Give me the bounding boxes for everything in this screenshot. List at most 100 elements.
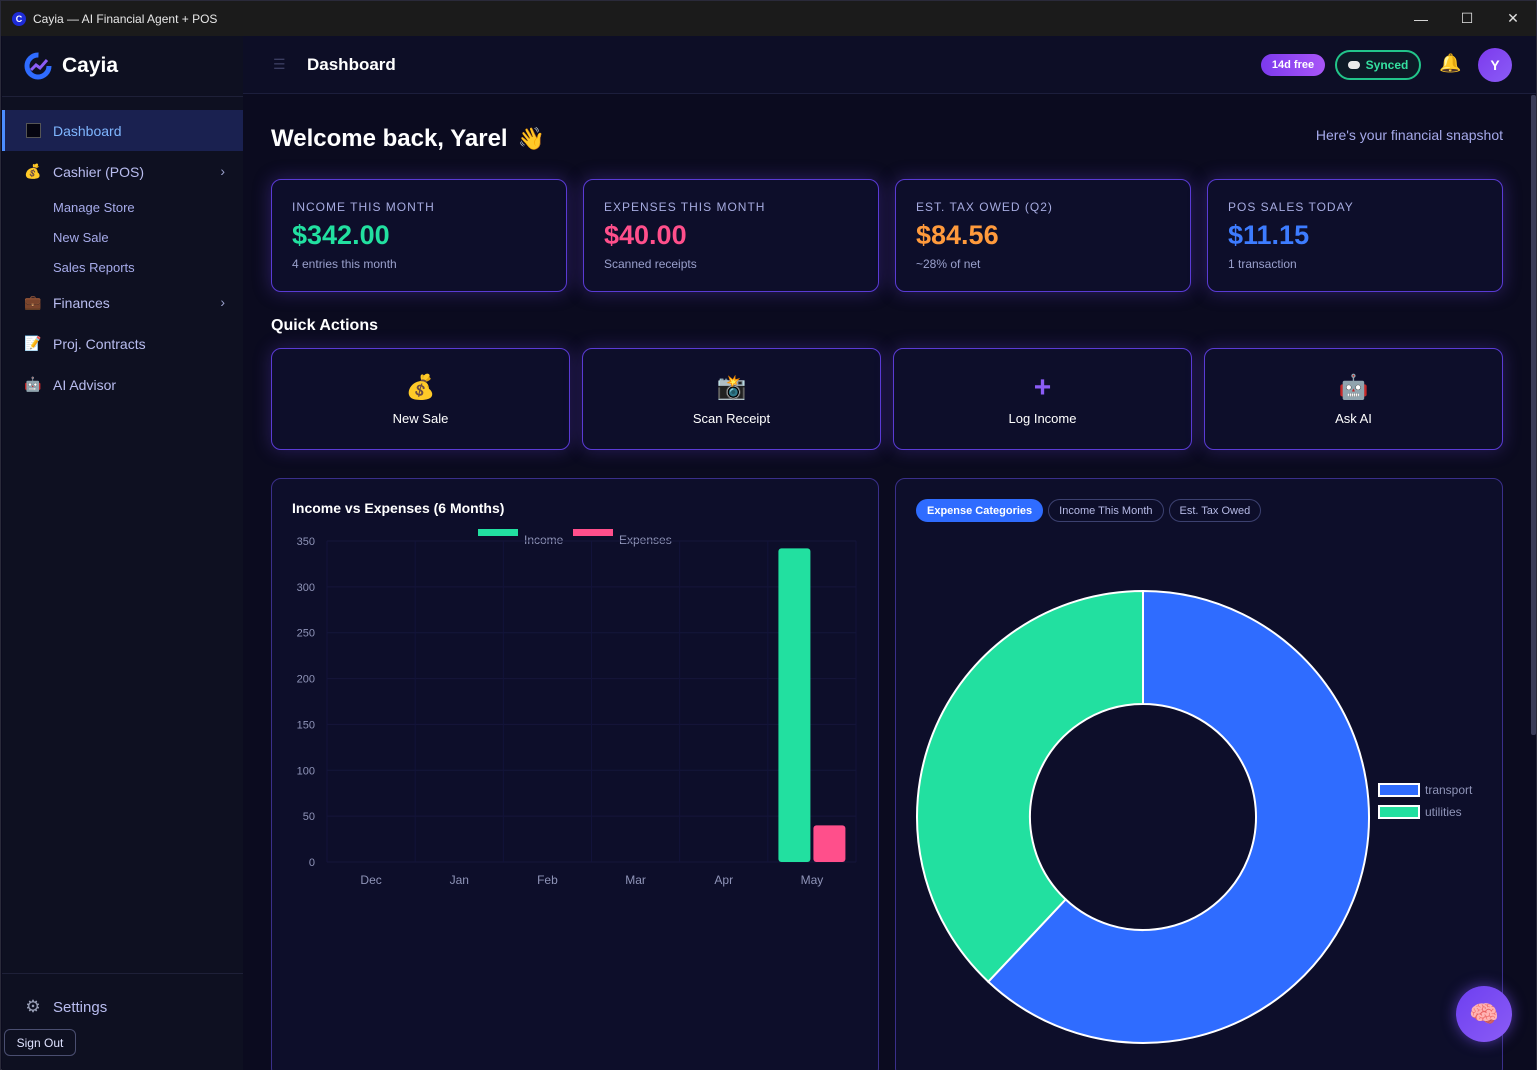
sidebar-item-label: Cashier (POS)	[53, 163, 145, 180]
window-controls: — ☐ ✕	[1398, 1, 1536, 36]
main-content: Welcome back, Yarel 👋 Here's your financ…	[243, 95, 1536, 1070]
legend-label: transport	[1425, 783, 1473, 797]
income-expenses-panel: Income vs Expenses (6 Months) Income Expe…	[271, 478, 879, 1070]
quick-action-label: Log Income	[1008, 410, 1077, 426]
y-tick-label: 100	[297, 765, 315, 777]
ai-assistant-button[interactable]: 🧠	[1456, 986, 1512, 1042]
bar-income-may[interactable]	[778, 548, 811, 862]
tab-est-tax-owed[interactable]: Est. Tax Owed	[1168, 499, 1262, 522]
quick-action-label: Ask AI	[1335, 410, 1372, 426]
stat-sub: 4 entries this month	[292, 257, 397, 271]
y-tick-label: 200	[297, 674, 315, 686]
top-header: ☰ Dashboard 14d free Synced 🔔 Y	[243, 36, 1536, 94]
sidebar-item-label: Proj. Contracts	[53, 335, 146, 352]
briefcase-icon: 💼	[24, 294, 42, 310]
sidebar-item-finances[interactable]: 💼 Finances ›	[2, 282, 243, 323]
x-tick-label: May	[801, 873, 824, 887]
quick-action-log-income[interactable]: + Log Income	[893, 348, 1192, 450]
stat-label: EST. TAX OWED (Q2)	[916, 200, 1053, 214]
legend-label: Expenses	[619, 533, 672, 547]
quick-action-ask-ai[interactable]: 🤖 Ask AI	[1204, 348, 1503, 450]
sidebar-nav: Dashboard 💰 Cashier (POS) › Manage Store…	[2, 97, 243, 405]
tab-expense-categories[interactable]: Expense Categories	[916, 499, 1044, 522]
quick-action-scan-receipt[interactable]: 📸 Scan Receipt	[582, 348, 881, 450]
avatar[interactable]: Y	[1478, 48, 1512, 82]
scrollbar[interactable]	[1531, 95, 1536, 735]
sync-status-badge[interactable]: Synced	[1335, 50, 1421, 80]
brand-name: Cayia	[62, 54, 119, 77]
plus-icon: +	[1033, 370, 1052, 404]
sidebar-footer: ⚙ Settings Sign Out	[2, 973, 243, 1070]
page-title: Dashboard	[307, 54, 396, 74]
trial-badge[interactable]: 14d free	[1261, 54, 1325, 76]
stat-label: INCOME THIS MONTH	[292, 200, 435, 214]
sign-out-button[interactable]: Sign Out	[4, 1029, 76, 1056]
tab-income-this-month[interactable]: Income This Month	[1048, 499, 1164, 522]
y-tick-label: 350	[297, 536, 315, 548]
quick-action-label: New Sale	[392, 410, 449, 426]
expense-categories-chart: transport utilities	[916, 589, 1473, 1044]
maximize-button[interactable]: ☐	[1460, 10, 1474, 26]
sidebar-item-dashboard[interactable]: Dashboard	[2, 110, 243, 151]
legend-swatch	[478, 529, 518, 536]
expense-categories-panel: Expense Categories Income This Month Est…	[895, 478, 1503, 1070]
money-bag-icon: 💰	[405, 374, 436, 401]
camera-icon: 📸	[716, 374, 747, 401]
sidebar-subitem-new-sale[interactable]: New Sale	[53, 229, 109, 245]
donut-slice-utilities[interactable]	[916, 589, 1144, 984]
snapshot-subtitle: Here's your financial snapshot	[1315, 127, 1503, 143]
stat-card-income: INCOME THIS MONTH $342.00 4 entries this…	[271, 179, 567, 292]
sidebar-item-contracts[interactable]: 📝 Proj. Contracts	[2, 323, 243, 364]
y-tick-label: 300	[297, 582, 315, 594]
cloud-icon	[1347, 61, 1360, 69]
stat-value: $84.56	[916, 220, 999, 250]
stat-card-tax: EST. TAX OWED (Q2) $84.56 ~28% of net	[895, 179, 1191, 292]
stat-value: $40.00	[604, 220, 687, 250]
legend-label: Income	[524, 533, 564, 547]
minimize-button[interactable]: —	[1414, 10, 1428, 27]
brand[interactable]: Cayia	[2, 36, 243, 97]
settings-link[interactable]: ⚙ Settings	[24, 997, 108, 1016]
sidebar: Cayia Dashboard 💰 Cashier (POS) › Manage…	[2, 36, 243, 1070]
welcome-text: Welcome back, Yarel	[271, 125, 508, 152]
stat-value: $342.00	[292, 220, 390, 250]
legend-swatch	[573, 529, 613, 536]
sidebar-item-ai-advisor[interactable]: 🤖 AI Advisor	[2, 364, 243, 405]
bar-expenses-may[interactable]	[813, 825, 846, 862]
quick-action-new-sale[interactable]: 💰 New Sale	[271, 348, 570, 450]
wave-icon: 👋	[517, 126, 545, 151]
close-button[interactable]: ✕	[1507, 10, 1519, 26]
stat-card-expenses: EXPENSES THIS MONTH $40.00 Scanned recei…	[583, 179, 879, 292]
stat-sub: Scanned receipts	[604, 257, 697, 271]
chevron-right-icon: ›	[220, 294, 225, 310]
y-tick-label: 250	[297, 628, 315, 640]
legend-swatch	[1378, 805, 1420, 819]
menu-icon[interactable]: ☰	[273, 56, 286, 72]
square-icon	[24, 122, 42, 140]
brand-logo-icon	[24, 52, 52, 80]
y-tick-label: 150	[297, 719, 315, 731]
quick-action-label: Scan Receipt	[692, 410, 771, 426]
stat-label: EXPENSES THIS MONTH	[604, 200, 766, 214]
money-bag-icon: 💰	[24, 163, 42, 179]
stat-sub: 1 transaction	[1228, 257, 1297, 271]
gear-icon: ⚙	[25, 997, 41, 1016]
sidebar-item-cashier[interactable]: 💰 Cashier (POS) ›	[2, 151, 243, 192]
donut-slice-transport[interactable]	[986, 589, 1370, 1044]
legend-swatch	[1378, 783, 1420, 797]
bell-icon[interactable]: 🔔	[1439, 53, 1462, 73]
memo-icon: 📝	[24, 335, 42, 351]
sidebar-item-label: Finances	[53, 294, 110, 311]
sidebar-subitem-manage-store[interactable]: Manage Store	[53, 199, 135, 215]
x-tick-label: Feb	[537, 873, 558, 887]
robot-icon: 🤖	[1338, 374, 1369, 401]
stat-value: $11.15	[1228, 220, 1310, 250]
robot-icon: 🤖	[24, 376, 42, 392]
chart-tabs: Expense Categories Income This Month Est…	[916, 499, 1262, 522]
settings-label: Settings	[53, 998, 108, 1016]
window-title: Cayia — AI Financial Agent + POS	[33, 11, 218, 26]
sidebar-subitem-sales-reports[interactable]: Sales Reports	[53, 259, 135, 275]
stat-sub: ~28% of net	[916, 257, 981, 271]
y-tick-label: 0	[309, 857, 315, 869]
